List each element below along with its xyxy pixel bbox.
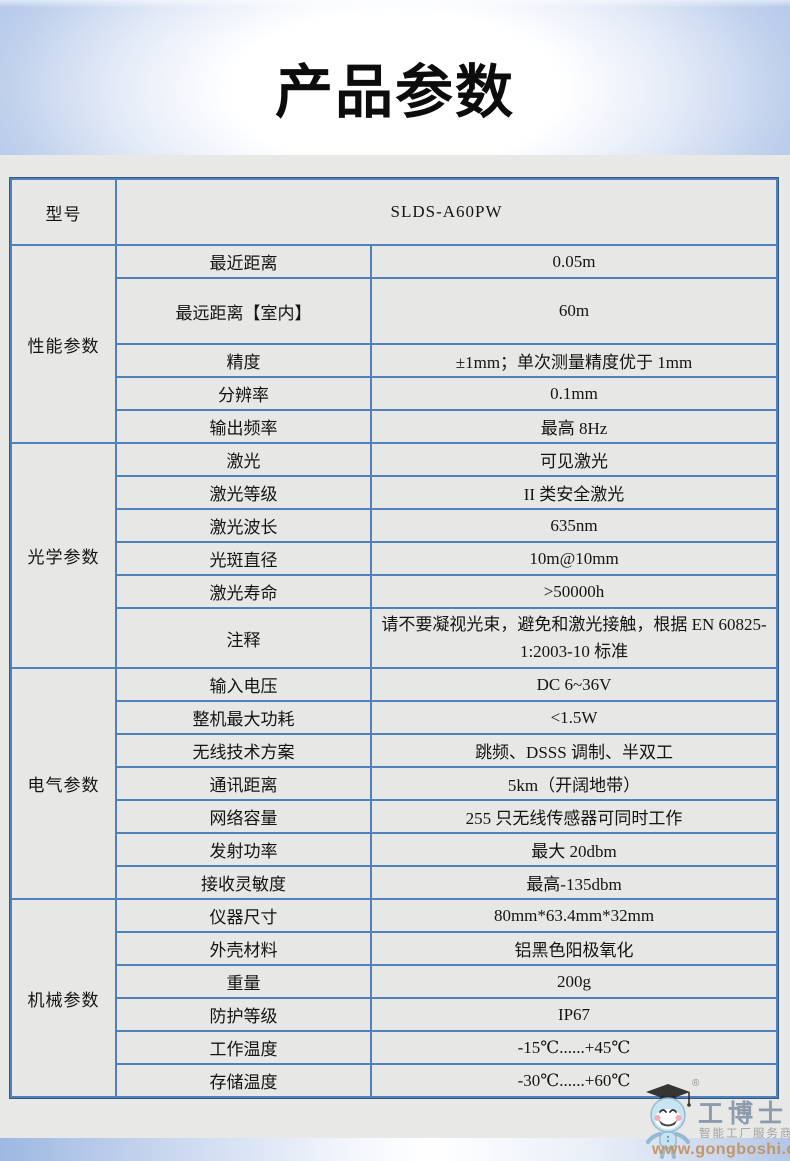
- table-row: 最远距离【室内】 60m: [11, 277, 779, 345]
- table-row: 输出频率 最高 8Hz: [11, 409, 779, 444]
- table-row: 激光寿命 >50000h: [11, 574, 779, 609]
- table-row: 激光波长 635nm: [11, 508, 779, 543]
- param-name: 网络容量: [115, 799, 372, 835]
- table-row: 通讯距离 5km（开阔地带）: [11, 766, 779, 802]
- param-value: -30℃......+60℃: [369, 1063, 779, 1099]
- param-name: 仪器尺寸: [115, 898, 372, 934]
- brand-watermark: ® 工博士 智能工厂服务商 www.gongboshi.com: [640, 1078, 790, 1161]
- param-name: 激光寿命: [115, 574, 372, 609]
- param-value: 最大 20dbm: [369, 832, 779, 868]
- param-name: 精度: [115, 343, 372, 378]
- table-row: 接收灵敏度 最高-135dbm: [11, 865, 779, 901]
- table-row: 机械参数 仪器尺寸 80mm*63.4mm*32mm: [10, 898, 779, 1099]
- param-name: 外壳材料: [115, 931, 372, 967]
- param-value: ±1mm；单次测量精度优于 1mm: [369, 343, 779, 378]
- param-name: 接收灵敏度: [115, 865, 372, 901]
- table-row: 无线技术方案 跳频、DSSS 调制、半双工: [11, 733, 779, 769]
- table-row: 整机最大功耗 <1.5W: [11, 700, 779, 736]
- section-electrical: 电气参数: [10, 667, 117, 901]
- param-name: 通讯距离: [115, 766, 372, 802]
- param-value: 635nm: [369, 508, 779, 543]
- table-row: 分辨率 0.1mm: [11, 376, 779, 411]
- table-row: 外壳材料 铝黑色阳极氧化: [11, 931, 779, 967]
- param-value: 铝黑色阳极氧化: [369, 931, 779, 967]
- param-value: 5km（开阔地带）: [369, 766, 779, 802]
- param-name: 激光波长: [115, 508, 372, 543]
- param-name: 激光等级: [115, 475, 372, 510]
- param-name: 激光: [115, 442, 372, 477]
- registered-mark: ®: [692, 1078, 700, 1089]
- param-value: 可见激光: [369, 442, 779, 477]
- param-value: 255 只无线传感器可同时工作: [369, 799, 779, 835]
- param-value: 10m@10mm: [369, 541, 779, 576]
- param-value: >50000h: [369, 574, 779, 609]
- param-name: 最远距离【室内】: [115, 277, 372, 345]
- param-value: 请不要凝视光束，避免和激光接触，根据 EN 60825-1:2003-10 标准: [369, 606, 779, 670]
- model-value: SLDS-A60PW: [114, 178, 779, 246]
- brand-slogan: 智能工厂服务商: [699, 1128, 790, 1140]
- brand-name: 工博士: [698, 1101, 789, 1128]
- param-name: 输出频率: [115, 409, 372, 444]
- table-row: 激光等级 II 类安全激光: [11, 475, 779, 510]
- param-name: 输入电压: [115, 667, 372, 703]
- param-value: II 类安全激光: [369, 475, 779, 510]
- brand-website: www.gongboshi.com: [652, 1141, 790, 1158]
- table-row: 防护等级 IP67: [11, 997, 779, 1033]
- param-name: 防护等级: [115, 997, 372, 1033]
- spec-table: 型号 SLDS-A60PW 性能参数 最近距离 0.05m 最远距离【室内】 6…: [10, 178, 779, 1099]
- param-value: 0.05m: [369, 244, 779, 279]
- param-value: IP67: [369, 997, 779, 1033]
- table-row-model: 型号 SLDS-A60PW: [10, 178, 779, 246]
- param-name: 整机最大功耗: [115, 700, 372, 736]
- param-value: -15℃......+45℃: [369, 1030, 779, 1066]
- param-name: 分辨率: [115, 376, 372, 411]
- table-row: 精度 ±1mm；单次测量精度优于 1mm: [11, 343, 779, 378]
- param-name: 工作温度: [115, 1030, 372, 1066]
- page-header: 产品参数: [0, 0, 790, 155]
- table-row: 电气参数 输入电压 DC 6~36V: [10, 667, 779, 901]
- table-row: 存储温度 -30℃......+60℃: [11, 1063, 779, 1099]
- param-name: 无线技术方案: [115, 733, 372, 769]
- param-value: 60m: [369, 277, 779, 345]
- table-row: 重量 200g: [11, 964, 779, 1000]
- param-value: <1.5W: [369, 700, 779, 736]
- param-name: 重量: [115, 964, 372, 1000]
- table-row: 性能参数 最近距离 0.05m: [10, 244, 779, 444]
- table-row: 工作温度 -15℃......+45℃: [11, 1030, 779, 1066]
- param-name: 发射功率: [115, 832, 372, 868]
- param-name: 光斑直径: [115, 541, 372, 576]
- param-name: 最近距离: [115, 244, 372, 279]
- page-title: 产品参数: [274, 59, 515, 125]
- model-label: 型号: [10, 178, 117, 246]
- param-value: 跳频、DSSS 调制、半双工: [369, 733, 779, 769]
- footer-band: [0, 1138, 790, 1161]
- param-value: DC 6~36V: [369, 667, 779, 703]
- table-row: 光斑直径 10m@10mm: [11, 541, 779, 576]
- param-name: 注释: [115, 606, 372, 670]
- table-row: 网络容量 255 只无线传感器可同时工作: [11, 799, 779, 835]
- param-value: 200g: [369, 964, 779, 1000]
- param-name: 存储温度: [115, 1063, 372, 1099]
- section-mechanical: 机械参数: [10, 898, 117, 1099]
- table-row: 光学参数 激光 可见激光: [10, 441, 779, 670]
- table-row: 发射功率 最大 20dbm: [11, 832, 779, 868]
- param-value: 最高-135dbm: [369, 865, 779, 901]
- section-performance: 性能参数: [10, 244, 117, 444]
- param-value: 0.1mm: [369, 376, 779, 411]
- mascot-icon: [646, 1084, 691, 1159]
- param-value: 最高 8Hz: [369, 409, 779, 444]
- param-value: 80mm*63.4mm*32mm: [369, 898, 779, 934]
- table-row: 注释 请不要凝视光束，避免和激光接触，根据 EN 60825-1:2003-10…: [11, 606, 779, 670]
- section-optical: 光学参数: [10, 441, 117, 670]
